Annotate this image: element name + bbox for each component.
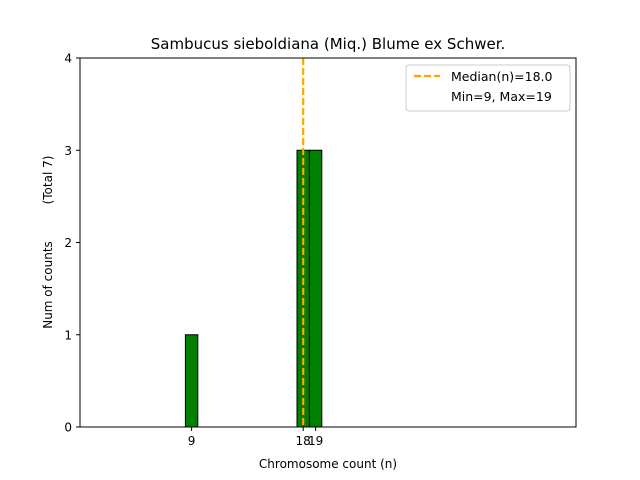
chart-title: Sambucus sieboldiana (Miq.) Blume ex Sch… <box>151 35 506 53</box>
legend-box <box>405 64 571 112</box>
y-axis-total-label: (Total 7) <box>41 156 55 205</box>
y-axis-label: Num of counts <box>41 241 55 329</box>
legend-range-label: Min=9, Max=19 <box>451 89 552 104</box>
bar-19 <box>308 149 323 428</box>
x-tick-label-18: 18 <box>296 434 311 448</box>
bar-9 <box>184 334 199 428</box>
y-tick-label-4: 4 <box>64 52 72 66</box>
legend: Median(n)=18.0 Min=9, Max=19 <box>405 64 571 112</box>
y-tick-label-3: 3 <box>64 144 72 158</box>
legend-median-label: Median(n)=18.0 <box>451 69 552 84</box>
y-axis-ticks: 0 1 2 3 4 <box>64 52 80 435</box>
x-tick-label-9: 9 <box>188 434 196 448</box>
y-tick-label-0: 0 <box>64 421 72 435</box>
y-tick-label-2: 2 <box>64 236 72 250</box>
x-axis-label: Chromosome count (n) <box>259 457 397 471</box>
plot-background <box>80 58 576 427</box>
x-tick-label-19: 19 <box>308 434 323 448</box>
y-tick-label-1: 1 <box>64 328 72 342</box>
